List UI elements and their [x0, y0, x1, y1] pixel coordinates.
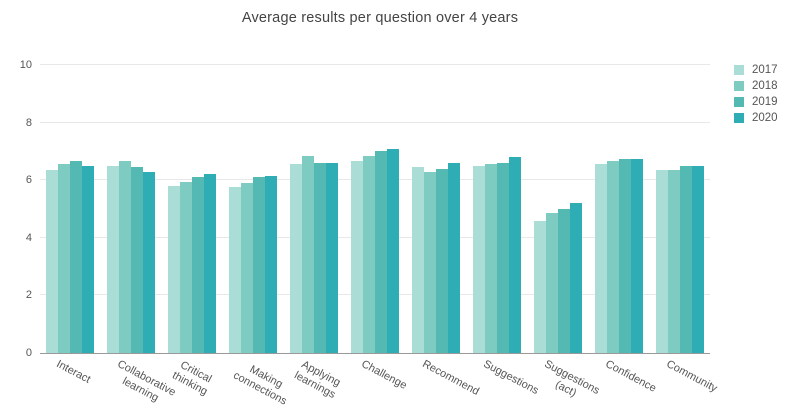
plot-area — [40, 64, 710, 354]
bar-2017[interactable] — [229, 187, 242, 353]
bar-group — [223, 65, 284, 353]
bar-2018[interactable] — [606, 161, 619, 353]
bar-2020[interactable] — [82, 165, 95, 353]
bar-2020[interactable] — [143, 171, 156, 353]
bar-2018[interactable] — [241, 183, 254, 353]
bar-2019[interactable] — [192, 177, 205, 353]
bar-2018[interactable] — [119, 161, 132, 353]
legend-swatch-icon — [734, 65, 744, 75]
y-axis-tick-label: 8 — [25, 116, 32, 129]
bar-2020[interactable] — [569, 203, 582, 353]
legend-label: 2020 — [752, 112, 778, 124]
bar-2018[interactable] — [180, 181, 193, 353]
x-axis-tick-label: Collaborative learning — [115, 358, 179, 405]
bar-2019[interactable] — [435, 168, 448, 353]
bar-2018[interactable] — [58, 164, 71, 353]
bar-2019[interactable] — [253, 177, 266, 353]
bar-2018[interactable] — [423, 171, 436, 353]
bar-2017[interactable] — [411, 167, 424, 353]
legend: 2017 2018 2019 2020 — [734, 64, 778, 128]
bar-2019[interactable] — [131, 167, 144, 353]
x-axis-tick-label: Suggestions — [481, 358, 541, 398]
bar-2020[interactable] — [204, 174, 217, 353]
bar-2017[interactable] — [472, 165, 485, 353]
bar-2019[interactable] — [314, 162, 327, 353]
bars-container — [40, 65, 710, 353]
bar-group — [649, 65, 710, 353]
bar-2019[interactable] — [679, 165, 692, 353]
y-axis-tick-label: 4 — [25, 231, 32, 244]
x-axis-tick-label: Community — [663, 358, 719, 395]
bar-2018[interactable] — [484, 164, 497, 353]
legend-item-2020[interactable]: 2020 — [734, 112, 778, 124]
x-axis-tick-label: Confidence — [602, 358, 658, 395]
bar-group — [101, 65, 162, 353]
bar-2017[interactable] — [168, 185, 181, 353]
legend-swatch-icon — [734, 97, 744, 107]
bar-2020[interactable] — [630, 158, 643, 353]
bar-2018[interactable] — [302, 155, 315, 353]
bar-2019[interactable] — [496, 162, 509, 353]
bar-group — [588, 65, 649, 353]
legend-label: 2019 — [752, 96, 778, 108]
bar-group — [162, 65, 223, 353]
bar-2018[interactable] — [545, 213, 558, 353]
y-axis-tick-label: 2 — [25, 289, 32, 302]
x-axis-tick-label: Interact — [54, 358, 93, 386]
bar-2020[interactable] — [326, 162, 339, 353]
x-axis-tick-label: Suggestions (act) — [542, 358, 602, 400]
x-axis-line — [40, 353, 710, 354]
bar-group — [40, 65, 101, 353]
bar-2019[interactable] — [557, 209, 570, 353]
legend-label: 2017 — [752, 64, 778, 76]
legend-label: 2018 — [752, 80, 778, 92]
bar-2018[interactable] — [667, 170, 680, 353]
chart-title: Average results per question over 4 year… — [241, 10, 519, 26]
bar-2017[interactable] — [350, 161, 363, 353]
legend-item-2019[interactable]: 2019 — [734, 96, 778, 108]
x-axis-tick-label: Critical thinking — [170, 359, 214, 398]
bar-2017[interactable] — [46, 170, 59, 353]
bar-2020[interactable] — [447, 162, 460, 353]
gridline — [40, 121, 710, 123]
x-axis-tick-label: Challenge — [359, 358, 409, 392]
bar-2019[interactable] — [70, 161, 83, 353]
bar-group — [345, 65, 406, 353]
y-axis-tick-label: 10 — [19, 59, 32, 71]
legend-swatch-icon — [734, 81, 744, 91]
legend-swatch-icon — [734, 113, 744, 123]
bar-2019[interactable] — [374, 151, 387, 353]
bar-2017[interactable] — [594, 164, 607, 353]
bar-group — [527, 65, 588, 353]
x-axis-tick-label: Applying learnings — [292, 358, 343, 401]
legend-item-2017[interactable]: 2017 — [734, 64, 778, 76]
bar-2017[interactable] — [107, 165, 120, 353]
bar-2019[interactable] — [618, 158, 631, 353]
bar-2017[interactable] — [533, 220, 546, 353]
bar-group — [405, 65, 466, 353]
bar-2020[interactable] — [508, 157, 521, 353]
bar-2020[interactable] — [386, 148, 399, 353]
bar-2017[interactable] — [655, 170, 668, 353]
x-axis-tick-label: Recommend — [420, 358, 481, 398]
bar-2020[interactable] — [691, 165, 704, 353]
bar-group — [284, 65, 345, 353]
bar-2020[interactable] — [265, 175, 278, 353]
x-axis-tick-label: Making connections — [231, 363, 290, 408]
y-axis-tick-label: 0 — [25, 347, 32, 359]
bar-2017[interactable] — [290, 164, 303, 353]
legend-item-2018[interactable]: 2018 — [734, 80, 778, 92]
gridline — [40, 64, 710, 65]
bar-2018[interactable] — [362, 155, 375, 353]
bar-group — [466, 65, 527, 353]
y-axis-tick-label: 6 — [25, 174, 32, 187]
